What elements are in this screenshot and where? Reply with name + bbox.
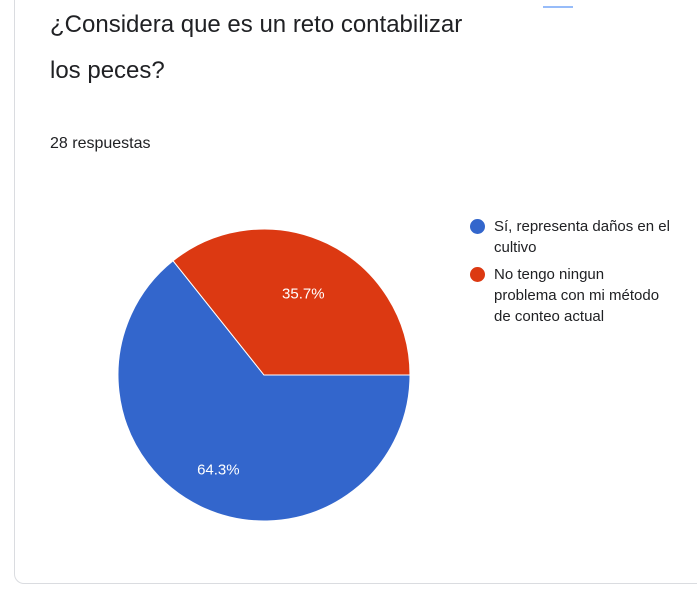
legend-label: No tengo ningun problema con mi método d…	[494, 266, 660, 325]
legend-item-no[interactable]: No tengo ningun problema con mi método d…	[470, 264, 670, 327]
pie-slice-no[interactable]	[172, 228, 411, 376]
pie-label-si: 64.3%	[197, 462, 240, 479]
legend-item-si[interactable]: Sí, representa daños en el cultivo	[470, 216, 670, 258]
question-title: ¿Considera que es un reto contabilizar l…	[50, 11, 463, 84]
legend-swatch-red	[470, 267, 485, 282]
legend-label: Sí, representa daños en el cultivo	[494, 218, 670, 256]
legend-swatch-blue	[470, 219, 485, 234]
copy-chart-button[interactable]	[543, 6, 573, 8]
pie-label-no: 35.7%	[282, 285, 325, 302]
response-count: 28 respuestas	[50, 135, 151, 152]
pie-slice-si[interactable]	[117, 260, 411, 522]
chart-legend: Sí, representa daños en el cultivo No te…	[470, 216, 670, 333]
